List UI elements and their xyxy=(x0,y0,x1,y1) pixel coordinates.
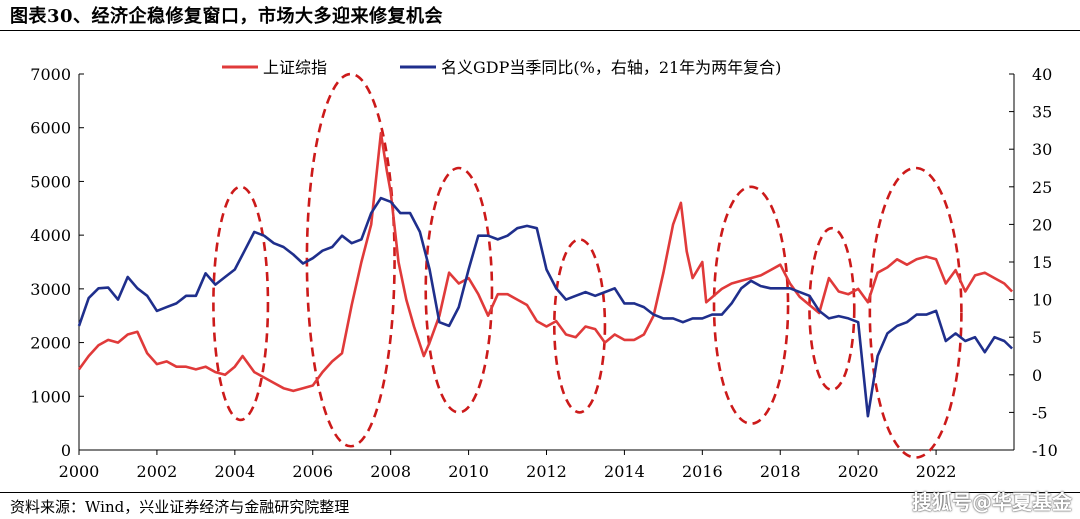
dashed-ellipse xyxy=(552,238,607,414)
dashed-ellipse xyxy=(212,185,270,422)
line-chart: 0 1000 2000 3000 4000 5000 6000 7000 -10 -5 0 5 10 1… xyxy=(30,58,1058,481)
left-tick-label: 5000 xyxy=(30,172,71,191)
watermark: 搜狐号@华夏基金 xyxy=(912,490,1072,514)
left-tick-label: 3000 xyxy=(30,280,71,299)
x-tick-label: 2018 xyxy=(760,462,801,481)
right-tick-label: 30 xyxy=(1032,140,1052,159)
right-tick-label: 10 xyxy=(1032,291,1052,310)
left-tick-label: 1000 xyxy=(30,387,71,406)
left-tick-label: 0 xyxy=(61,441,71,460)
right-tick-label: 20 xyxy=(1032,215,1052,234)
plot-frame xyxy=(78,74,1015,451)
right-tick-label: 5 xyxy=(1032,328,1042,347)
series-lines xyxy=(77,131,1014,418)
right-tick-label: 40 xyxy=(1032,65,1052,84)
x-tick-label: 2012 xyxy=(526,462,567,481)
legend-label-gdp: 名义GDP当季同比(%，右轴，21年为两年复合) xyxy=(441,58,781,77)
series-line-shanghai xyxy=(77,131,1014,393)
right-tick-label: 0 xyxy=(1032,366,1042,385)
left-tick-label: 7000 xyxy=(30,65,71,84)
right-tick-label: -5 xyxy=(1032,403,1048,422)
source-note: 资料来源：Wind，兴业证券经济与金融研究院整理 xyxy=(10,498,350,516)
right-tick-label: 35 xyxy=(1032,103,1052,122)
dashed-ellipse xyxy=(868,166,963,459)
bottom-rule xyxy=(0,492,1080,493)
x-tick-label: 2020 xyxy=(838,462,879,481)
left-tick-label: 4000 xyxy=(30,226,71,245)
x-tick-label: 2000 xyxy=(59,462,100,481)
annotation-ellipses xyxy=(212,72,963,459)
top-rule xyxy=(0,30,1080,31)
x-tick-label: 2022 xyxy=(916,462,957,481)
right-axis: -10 -5 0 5 10 15 20 25 30 35 40 xyxy=(1009,65,1058,460)
legend: 上证综指 名义GDP当季同比(%，右轴，21年为两年复合) xyxy=(222,58,781,77)
series-line-gdp xyxy=(77,196,1014,418)
right-tick-label: 15 xyxy=(1032,253,1052,272)
left-axis: 0 1000 2000 3000 4000 5000 6000 7000 xyxy=(30,65,84,460)
x-tick-label: 2010 xyxy=(448,462,489,481)
dashed-ellipse xyxy=(424,166,494,414)
x-tick-label: 2016 xyxy=(682,462,723,481)
legend-label-shanghai: 上证综指 xyxy=(263,58,327,77)
x-axis: 2000 2002 2004 2006 2008 2010 2012 2014 2016 2018… xyxy=(59,450,957,481)
x-tick-label: 2006 xyxy=(292,462,333,481)
dashed-ellipse xyxy=(712,185,790,425)
x-tick-label: 2004 xyxy=(214,462,255,481)
x-tick-label: 2008 xyxy=(370,462,411,481)
x-tick-label: 2014 xyxy=(604,462,645,481)
left-tick-label: 6000 xyxy=(30,119,71,138)
right-tick-label: 25 xyxy=(1032,178,1052,197)
dashed-ellipse xyxy=(808,226,856,392)
left-tick-label: 2000 xyxy=(30,334,71,353)
x-tick-label: 2002 xyxy=(137,462,178,481)
dashed-ellipse xyxy=(305,72,396,448)
right-tick-label: -10 xyxy=(1032,441,1058,460)
chart-title: 图表30、经济企稳修复窗口，市场大多迎来修复机会 xyxy=(10,6,444,27)
